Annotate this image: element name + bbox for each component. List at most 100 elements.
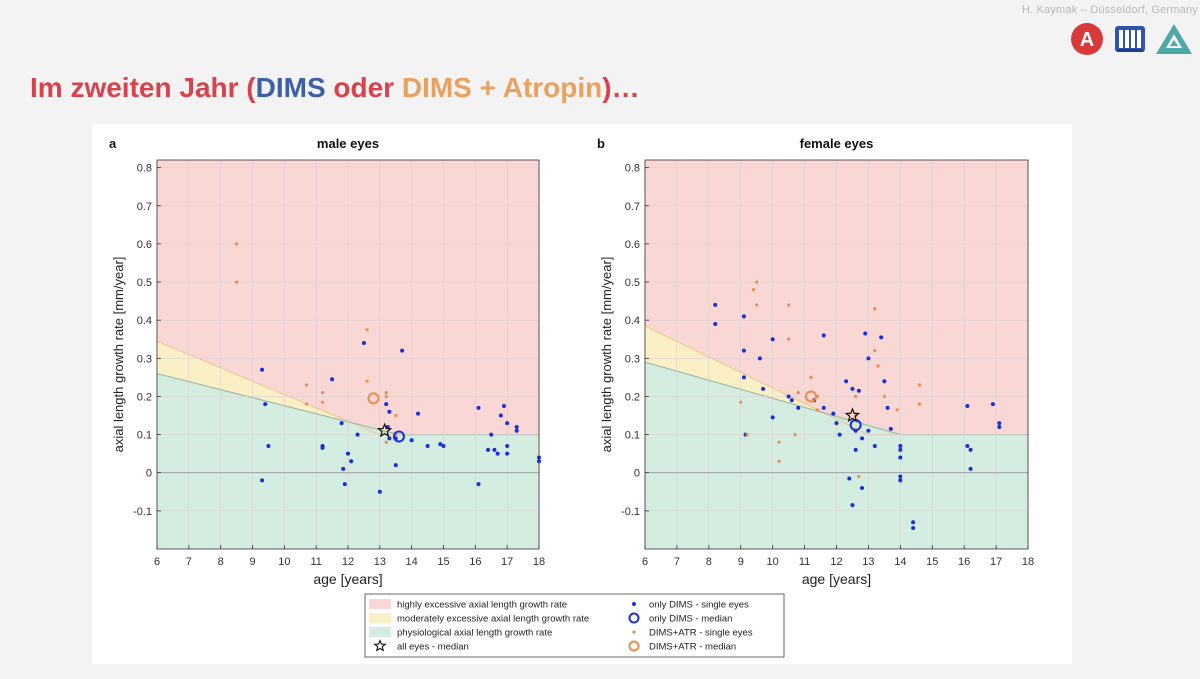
panel-b-dims-point [850, 503, 854, 507]
panel-b-label: b [597, 136, 605, 151]
figure-svg: 6 7 8 9 10 11 12 13 14 15 16 17 18 -0.1 0 0.1 0.2 0.3 0.4 0… [92, 124, 1072, 664]
legend-moderate-label: moderately excessive axial length growth… [397, 614, 589, 625]
legend-all-median-label: all eyes - median [397, 642, 469, 653]
title-part-1: Im zweiten Jahr ( [30, 72, 256, 103]
title-part-2: )… [602, 72, 639, 103]
panel-b-atr-point [873, 349, 876, 352]
panel-a-dims-point [426, 444, 430, 448]
panel-a-dims-point [330, 377, 334, 381]
panel-b-dims-point [997, 425, 1001, 429]
panel-a-atr-point [366, 380, 369, 383]
panel-b-y-tick-label: 0.4 [625, 315, 640, 327]
panel-b-y-tick-label: 0.1 [625, 430, 640, 442]
panel-a-x-tick-label: 10 [278, 556, 290, 568]
panel-a-dims-point [502, 404, 506, 408]
panel-b-dims-point [860, 436, 864, 440]
legend-swatch-moderate [369, 613, 391, 623]
panel-b-x-tick-label: 7 [674, 556, 680, 568]
panel-a-dims-point [394, 463, 398, 467]
figure-panel: 6 7 8 9 10 11 12 13 14 15 16 17 18 -0.1 0 0.1 0.2 0.3 0.4 0… [92, 124, 1072, 664]
panel-a-y-tick-label: 0.4 [137, 315, 152, 327]
panel-a-dims-point [266, 444, 270, 448]
panel-a-y-tick-label: 0.5 [137, 277, 152, 289]
title-mid: oder [326, 72, 402, 103]
panel-a-atr-point [235, 242, 238, 245]
panel-b-y-tick-label: 0 [634, 468, 640, 480]
panel-b-dims-point [898, 444, 902, 448]
panel-b-atr-point [793, 433, 796, 436]
panel-b-atr-point [809, 376, 812, 379]
panel-b-x-tick-label: 12 [830, 556, 842, 568]
panel-b-atr-point [873, 307, 876, 310]
panel-b-atr-point [746, 433, 749, 436]
legend-dims-median-label: only DIMS - median [649, 614, 732, 625]
panel-b-dims-point [761, 387, 765, 391]
panel-b-dims-point [713, 322, 717, 326]
panel-b-dims-point [835, 421, 839, 425]
panel-b-atr-point [752, 288, 755, 291]
panel-b-x-tick-label: 16 [958, 556, 970, 568]
panel-a-dims-point [384, 402, 388, 406]
panel-b-dims-point [879, 335, 883, 339]
panel-b-dims-point [847, 476, 851, 480]
panel-b-dims-point [898, 475, 902, 479]
panel-a-dims-point [378, 490, 382, 494]
panel-a-x-tick-label: 17 [501, 556, 513, 568]
panel-b-dims-point [796, 406, 800, 410]
red-a-logo-icon: A [1068, 22, 1106, 56]
header-credit: H. Kaymak – Düsseldorf, Germany [1022, 4, 1198, 16]
legend-swatch-high [369, 599, 391, 609]
panel-b-y-tick-label: 0.7 [625, 201, 640, 213]
triangle-logo-icon [1154, 22, 1194, 56]
panel-a-y-tick-label: 0.1 [137, 430, 152, 442]
panel-b-dims-point [863, 332, 867, 336]
panel-a-x-tick-label: 12 [342, 556, 354, 568]
panel-a-dims-point [416, 412, 420, 416]
panel-b-atr-point [876, 364, 879, 367]
logo-group: A [1068, 22, 1194, 56]
panel-b-dims-point [838, 433, 842, 437]
panel-b-dims-point [742, 375, 746, 379]
panel-b-dims-point [898, 455, 902, 459]
panel-a-dims-point [537, 455, 541, 459]
panel-a-title: male eyes [317, 136, 379, 151]
panel-b-dims-point [997, 421, 1001, 425]
panel-b-y-tick-label: 0.3 [625, 353, 640, 365]
panel-b-plot: 6 7 8 9 10 11 12 13 14 15 16 17 18-0.100.10.20.30.40… [597, 136, 1034, 587]
panel-b-x-tick-label: 9 [738, 556, 744, 568]
panel-b-dims-point [831, 412, 835, 416]
panel-a-y-tick-label: 0.3 [137, 353, 152, 365]
panel-b-dims-point [742, 314, 746, 318]
panel-a-atr-point [385, 395, 388, 398]
title-atr: DIMS + Atropin [402, 72, 602, 103]
panel-a-x-tick-label: 18 [533, 556, 545, 568]
panel-a-atr-point [385, 391, 388, 394]
panel-b-atr-point [755, 280, 758, 283]
legend-atr-point-icon [632, 630, 635, 633]
panel-a-y-tick-label: 0.6 [137, 239, 152, 251]
panel-b-y-tick-label: 0.5 [625, 277, 640, 289]
panel-b-dims-point [857, 389, 861, 393]
panel-b-x-tick-label: 17 [990, 556, 1002, 568]
panel-a-x-tick-label: 15 [437, 556, 449, 568]
panel-b-atr-point [816, 408, 819, 411]
panel-b-dims-point [844, 379, 848, 383]
legend-atr-median-label: DIMS+ATR - median [649, 642, 736, 653]
panel-b-y-tick-label: 0.2 [625, 391, 640, 403]
panel-a-atr-point [305, 402, 308, 405]
panel-b-dims-point [898, 448, 902, 452]
panel-a-atr-point [366, 328, 369, 331]
panel-a-x-tick-label: 14 [406, 556, 418, 568]
institute-crest-icon [1112, 22, 1148, 56]
panel-b-atr-point [777, 460, 780, 463]
panel-b-atr-point [896, 408, 899, 411]
panel-b-dims-point [889, 427, 893, 431]
panel-a-dims-point [442, 444, 446, 448]
panel-b-dims-point [822, 333, 826, 337]
panel-b-x-axis-label: age [years] [802, 571, 871, 587]
legend-dims-point-icon [632, 602, 636, 606]
panel-a-dims-point [356, 433, 360, 437]
panel-a-y-tick-label: 0 [146, 468, 152, 480]
panel-a-atr-point [385, 441, 388, 444]
panel-a-atr-point [305, 383, 308, 386]
